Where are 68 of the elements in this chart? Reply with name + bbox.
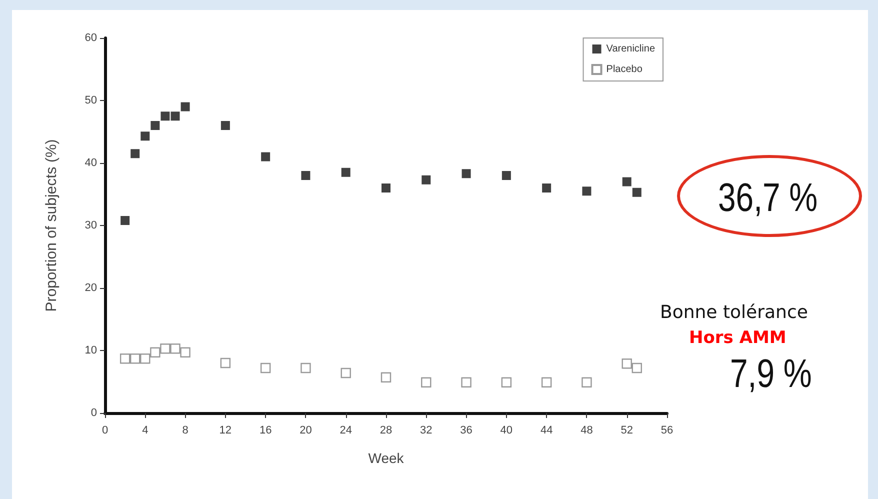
point bbox=[180, 102, 190, 112]
y-tick-label: 40 bbox=[84, 157, 97, 169]
point bbox=[220, 358, 231, 368]
legend-label: Placebo bbox=[606, 64, 643, 75]
x-tick-label: 8 bbox=[182, 424, 188, 436]
x-tick-label: 0 bbox=[102, 424, 108, 436]
x-tick-label: 32 bbox=[420, 424, 432, 436]
point bbox=[622, 177, 632, 186]
x-tick-label: 4 bbox=[142, 424, 148, 436]
legend-label: Varenicline bbox=[606, 44, 656, 54]
point bbox=[130, 149, 140, 158]
point bbox=[140, 354, 150, 364]
y-tick-label: 20 bbox=[84, 282, 97, 294]
x-tick-label: 56 bbox=[660, 424, 674, 436]
point bbox=[180, 347, 190, 358]
y-tick-label: 0 bbox=[90, 407, 97, 419]
x-tick-label: 44 bbox=[540, 424, 553, 436]
point bbox=[422, 175, 431, 184]
point bbox=[140, 132, 150, 141]
point bbox=[542, 184, 552, 192]
x-tick-label: 48 bbox=[580, 424, 593, 436]
x-tick-label: 20 bbox=[300, 424, 312, 436]
point bbox=[301, 171, 310, 180]
point bbox=[260, 362, 271, 374]
x-tick-label: 12 bbox=[219, 424, 232, 436]
point bbox=[632, 362, 642, 374]
y-tick-label: 60 bbox=[84, 32, 97, 44]
point bbox=[380, 372, 392, 382]
point bbox=[130, 354, 140, 364]
point bbox=[120, 354, 130, 364]
point bbox=[582, 186, 592, 196]
text: Hors AMM bbox=[689, 328, 786, 348]
point bbox=[421, 377, 432, 388]
x-tick-label: 16 bbox=[259, 424, 272, 436]
point bbox=[150, 347, 160, 358]
y-tick-label: 30 bbox=[84, 220, 97, 232]
point bbox=[160, 112, 170, 121]
x-tick-label: 36 bbox=[460, 424, 472, 436]
point bbox=[632, 188, 642, 197]
x-axis-title: Week bbox=[368, 450, 405, 466]
x-tick-label: 52 bbox=[620, 424, 633, 436]
point bbox=[261, 152, 270, 162]
point bbox=[340, 368, 351, 378]
point bbox=[622, 358, 632, 369]
y-tick-label: 50 bbox=[84, 94, 97, 106]
point bbox=[541, 377, 552, 388]
x-tick-label: 24 bbox=[340, 424, 352, 436]
point bbox=[382, 184, 390, 192]
point bbox=[160, 344, 170, 354]
point bbox=[341, 168, 350, 177]
point bbox=[502, 171, 511, 180]
x-tick-label: 28 bbox=[380, 424, 392, 436]
point bbox=[150, 121, 160, 130]
y-axis-title: Proportion of subjects (%) bbox=[43, 139, 60, 312]
y-tick-label: 10 bbox=[84, 344, 97, 356]
point bbox=[120, 216, 130, 225]
x-tick-label: 40 bbox=[500, 424, 513, 436]
text: 7,9 % bbox=[730, 352, 812, 397]
point bbox=[220, 121, 230, 130]
point bbox=[170, 112, 180, 121]
point bbox=[582, 377, 592, 388]
point bbox=[462, 169, 471, 178]
point bbox=[461, 377, 472, 388]
point bbox=[501, 377, 512, 388]
annotation: Bonne tolérance bbox=[660, 302, 808, 323]
text: 36,7 % bbox=[718, 176, 818, 221]
point bbox=[300, 362, 311, 374]
point bbox=[170, 344, 180, 354]
